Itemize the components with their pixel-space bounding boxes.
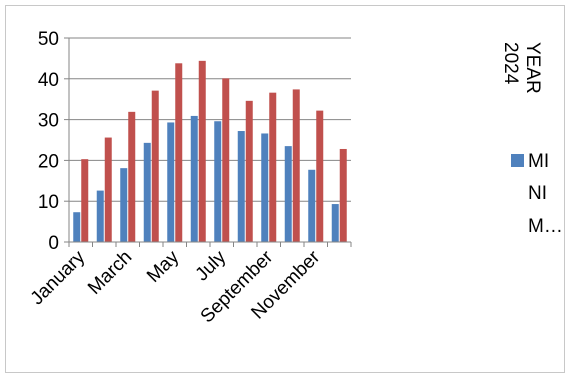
bar (222, 78, 230, 242)
legend-label-line: M… (528, 216, 563, 237)
bar (331, 204, 339, 242)
bar (316, 110, 324, 243)
bar (237, 131, 245, 242)
y-tick-label: 0 (48, 233, 59, 254)
x-tick-label: July (192, 246, 231, 285)
bar (167, 122, 175, 242)
bar (128, 111, 136, 243)
y-tick-label: 50 (38, 29, 59, 50)
bar (339, 148, 347, 242)
legend-swatch (511, 154, 524, 167)
bar (308, 169, 316, 242)
axes (68, 38, 351, 243)
bar (151, 90, 159, 242)
bar (104, 137, 112, 242)
bars (73, 60, 347, 243)
bar (143, 142, 151, 242)
x-tick-label: January (27, 246, 90, 309)
bar (73, 212, 81, 242)
legend: YEAR 2024 MI NI M… (500, 42, 563, 237)
bar (245, 100, 253, 242)
bar (81, 159, 89, 242)
x-tick-label: March (84, 247, 136, 299)
legend-title-line: YEAR (522, 42, 543, 94)
y-tick-label: 10 (38, 192, 59, 213)
bar (261, 133, 269, 242)
grid-lines (69, 37, 351, 202)
y-tick-label: 30 (38, 111, 59, 132)
bar (214, 121, 222, 242)
bar (190, 115, 198, 242)
legend-label-line: MI (528, 151, 549, 172)
bar (198, 60, 206, 243)
y-tick-label: 40 (38, 70, 59, 91)
y-tick-label: 20 (38, 151, 59, 172)
legend-title-line: 2024 (500, 42, 521, 85)
legend-label-line: NI (528, 183, 547, 204)
bar (96, 190, 104, 242)
bar (120, 168, 128, 242)
x-tick-label: May (143, 246, 184, 287)
bar (269, 92, 277, 242)
y-axis-ticks: 0 10 20 30 40 50 (38, 29, 69, 254)
bar (175, 63, 183, 242)
bar (292, 89, 300, 243)
bar (284, 146, 292, 242)
legend-title: YEAR 2024 (500, 42, 543, 94)
